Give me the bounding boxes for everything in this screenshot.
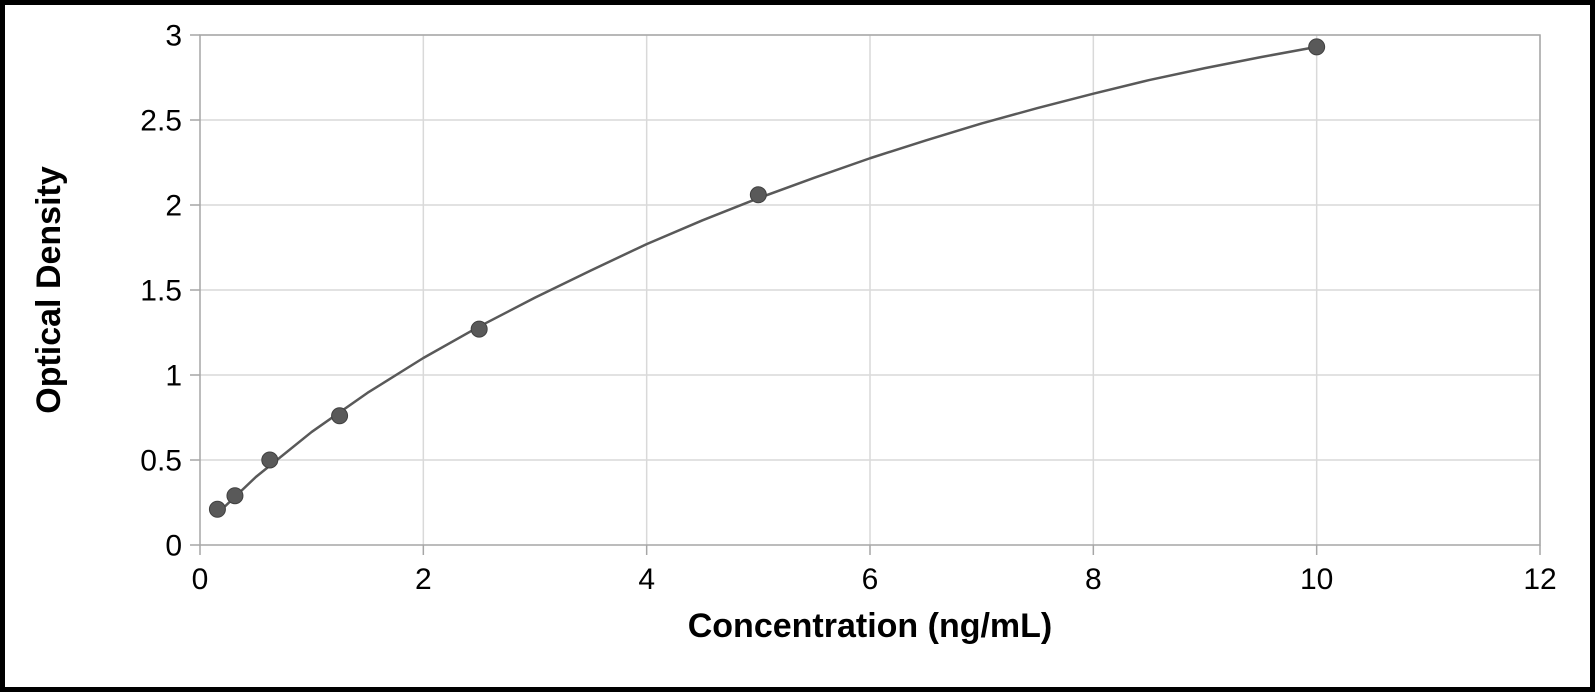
y-tick-label: 3: [165, 20, 182, 53]
y-tick-label: 1: [165, 360, 182, 393]
data-point: [750, 187, 766, 203]
x-axis-title: Concentration (ng/mL): [688, 607, 1053, 645]
x-tick-label: 10: [1300, 563, 1333, 596]
x-tick-label: 12: [1523, 563, 1556, 596]
x-tick-label: 4: [638, 563, 655, 596]
y-tick-label: 0.5: [140, 445, 182, 478]
chart-frame: 0 2 4 6 8 10 12 0 0.5 1 1.5 2 2.5 3 Concentration (ng/…: [0, 0, 1595, 692]
y-tick-label: 2: [165, 190, 182, 223]
y-axis-title: Optical Density: [30, 166, 68, 414]
x-tick-label: 8: [1085, 563, 1102, 596]
data-point: [471, 321, 487, 337]
chart-svg: 0 2 4 6 8 10 12 0 0.5 1 1.5 2 2.5 3 Concentration (ng/…: [5, 5, 1590, 687]
y-tick-label: 0: [165, 530, 182, 563]
data-point: [332, 408, 348, 424]
x-tick-label: 2: [415, 563, 432, 596]
data-point: [209, 501, 225, 517]
y-tick-label: 2.5: [140, 105, 182, 138]
y-tick-label: 1.5: [140, 275, 182, 308]
x-tick-label: 0: [192, 563, 209, 596]
x-tick-label: 6: [862, 563, 879, 596]
data-point: [227, 488, 243, 504]
data-point: [262, 452, 278, 468]
data-point: [1309, 39, 1325, 55]
